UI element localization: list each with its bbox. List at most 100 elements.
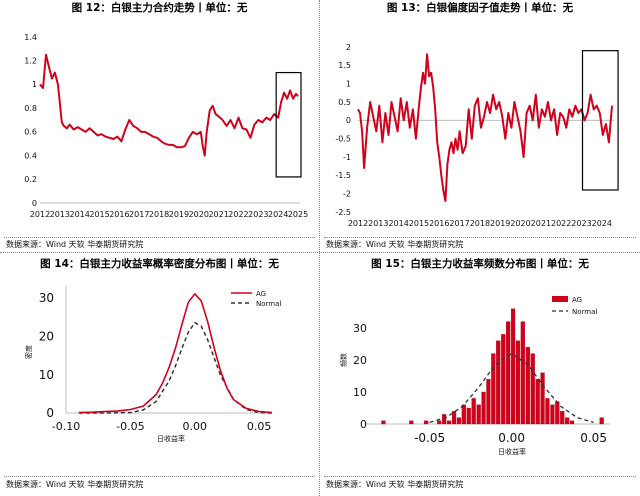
legend-normal-label: Normal <box>572 308 597 316</box>
histogram-bar <box>501 334 506 425</box>
histogram-bar <box>525 347 530 425</box>
y-tick-label: -1 <box>343 153 351 162</box>
histogram-bar <box>437 420 442 425</box>
y-tick-label: 0.5 <box>338 98 351 107</box>
figure-13-source-rule <box>324 237 636 238</box>
x-tick-label: 2022 <box>551 219 571 228</box>
x-tick-label: 2014 <box>70 210 90 219</box>
histogram-bar <box>442 414 447 425</box>
x-tick-label: 2016 <box>109 210 129 219</box>
histogram-bar <box>466 407 471 425</box>
histogram-bar <box>530 353 535 425</box>
histogram-bar <box>599 417 604 425</box>
y-axis-label: 密度 <box>24 345 33 359</box>
histogram-bar <box>545 398 550 425</box>
figure-14-chart: 0 10 20 30 -0.10 -0.05 0.00 0.05 日收益率 密度 AG Normal <box>24 286 281 443</box>
x-tick-label: 0.00 <box>183 420 208 433</box>
y-tick-label: 1.4 <box>24 33 37 42</box>
y-tick-label: 0 <box>46 406 54 420</box>
silver-price-line <box>39 53 299 157</box>
histogram-bar <box>461 404 466 425</box>
histogram-bar <box>540 372 545 425</box>
y-tick-label: 0.8 <box>24 104 37 113</box>
normal-density-line <box>78 321 273 414</box>
y-tick-label: -2 <box>343 189 351 198</box>
histogram-bar <box>491 353 496 425</box>
normal-fit-line <box>429 352 594 424</box>
histogram-bar <box>451 411 457 425</box>
legend-ag-swatch <box>552 296 568 302</box>
x-tick-label: 2012 <box>348 219 368 228</box>
y-tick-label: 2 <box>346 43 351 52</box>
legend-ag-label: AG <box>572 296 582 304</box>
ag-density-line <box>78 292 273 414</box>
figure-12-title: 图 12：白银主力合约走势丨单位：无 <box>71 2 248 14</box>
y-tick-label: 1.2 <box>24 57 37 66</box>
histogram-bar <box>535 379 540 425</box>
y-tick-label: 1 <box>32 80 37 89</box>
x-tick-label: 2015 <box>89 210 109 219</box>
histogram-bar <box>550 404 555 425</box>
legend-normal-label: Normal <box>256 300 281 308</box>
x-tick-label: 2013 <box>50 210 70 219</box>
histogram-bar <box>486 379 491 425</box>
highlight-box <box>275 71 302 178</box>
y-tick-label: -0.5 <box>335 134 351 143</box>
histogram-bar <box>471 398 476 425</box>
x-tick-label: -0.05 <box>116 420 144 433</box>
histogram-bar <box>555 401 560 425</box>
y-tick-label: 20 <box>39 329 54 343</box>
figure-15-panel: 图 15：白银主力收益率频数分布图丨单位：无 0 10 20 30 -0.05 0.00 0… <box>320 253 640 496</box>
x-tick-label: 2024 <box>268 210 288 219</box>
histogram-bar <box>565 417 570 425</box>
histogram-bar <box>456 417 462 425</box>
x-tick-label: 2017 <box>129 210 149 219</box>
x-tick-label: 2019 <box>490 219 510 228</box>
x-tick-label: -0.10 <box>52 420 80 433</box>
x-tick-label: 2012 <box>30 210 50 219</box>
histogram-bar <box>481 391 486 425</box>
panel-divider-horizontal <box>0 252 640 253</box>
x-tick-label: 0.05 <box>247 420 272 433</box>
y-tick-label: 0 <box>360 418 367 431</box>
x-tick-label: 2015 <box>409 219 429 228</box>
x-tick-label: 2017 <box>449 219 469 228</box>
y-tick-label: 0.4 <box>24 151 37 160</box>
y-tick-label: 10 <box>39 368 54 382</box>
x-tick-label: 2016 <box>429 219 449 228</box>
x-axis-label: 日收益率 <box>157 434 185 443</box>
figure-12-panel: 图 12：白银主力合约走势丨单位：无 0 0.2 0.4 0.6 0.8 1 1.2 1.4 2… <box>0 0 319 252</box>
histogram-bar <box>424 420 429 425</box>
figure-12-source: 数据来源：Wind 天软 华泰期货研究院 <box>6 240 144 249</box>
figure-14-source-rule <box>4 476 315 477</box>
y-tick-label: 0 <box>346 116 351 125</box>
figure-12-source-rule <box>4 237 315 238</box>
y-tick-label: 1 <box>346 79 351 88</box>
histogram-bar <box>476 404 481 425</box>
x-tick-label: 0.05 <box>580 431 607 445</box>
x-tick-label: 2021 <box>208 210 228 219</box>
x-tick-label: 2020 <box>510 219 530 228</box>
y-axis-label: 频数 <box>339 353 348 367</box>
x-tick-label: 2023 <box>248 210 268 219</box>
x-tick-label: 2019 <box>169 210 189 219</box>
x-tick-label: 2024 <box>592 219 612 228</box>
x-tick-label: 2013 <box>368 219 388 228</box>
x-tick-label: 2021 <box>531 219 551 228</box>
x-tick-label: 2020 <box>189 210 209 219</box>
histogram-bar <box>409 420 414 425</box>
panel-divider-vertical <box>319 0 320 496</box>
figure-12-chart: 0 0.2 0.4 0.6 0.8 1 1.2 1.4 2012 2013 2014 2015 2016… <box>24 33 308 219</box>
figure-15-source: 数据来源：Wind 天软 华泰期货研究院 <box>326 480 464 489</box>
figure-14-source: 数据来源：Wind 天软 华泰期货研究院 <box>6 480 144 489</box>
y-tick-label: 0 <box>32 199 37 208</box>
x-tick-label: 2022 <box>228 210 248 219</box>
figure-14-title: 图 14：白银主力收益率概率密度分布图丨单位：无 <box>40 258 279 270</box>
y-tick-label: 30 <box>39 291 54 305</box>
y-tick-label: 1.5 <box>338 61 351 70</box>
figure-15-chart: 0 10 20 30 -0.05 0.00 0.05 日收益率 频数 AG Normal <box>339 296 610 456</box>
skew-factor-line <box>357 53 613 202</box>
histogram-bar <box>515 340 521 425</box>
figure-13-source: 数据来源：Wind 天软 华泰期货研究院 <box>326 240 464 249</box>
